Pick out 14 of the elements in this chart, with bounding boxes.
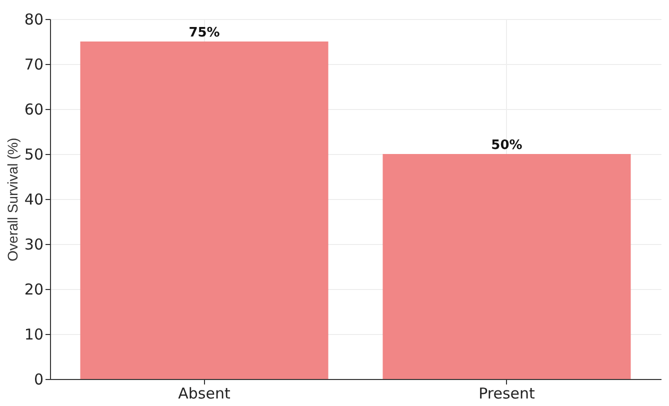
y-tick-label: 10	[24, 326, 44, 344]
x-tick-label: Absent	[178, 384, 230, 402]
y-tick-label: 0	[34, 370, 44, 388]
y-tick-label: 30	[24, 236, 44, 254]
data-label: 75%	[188, 26, 220, 40]
y-tick-label: 40	[24, 190, 44, 208]
y-tick-label: 70	[24, 56, 44, 74]
y-tick-label: 60	[24, 100, 44, 118]
data-label: 50%	[491, 138, 522, 153]
x-tick-label: Present	[478, 384, 535, 402]
y-tick-label: 80	[24, 10, 44, 28]
y-tick-label: 50	[24, 146, 44, 164]
y-tick-label: 20	[24, 280, 44, 298]
y-axis-title: Overall Survival (%)	[4, 138, 20, 262]
